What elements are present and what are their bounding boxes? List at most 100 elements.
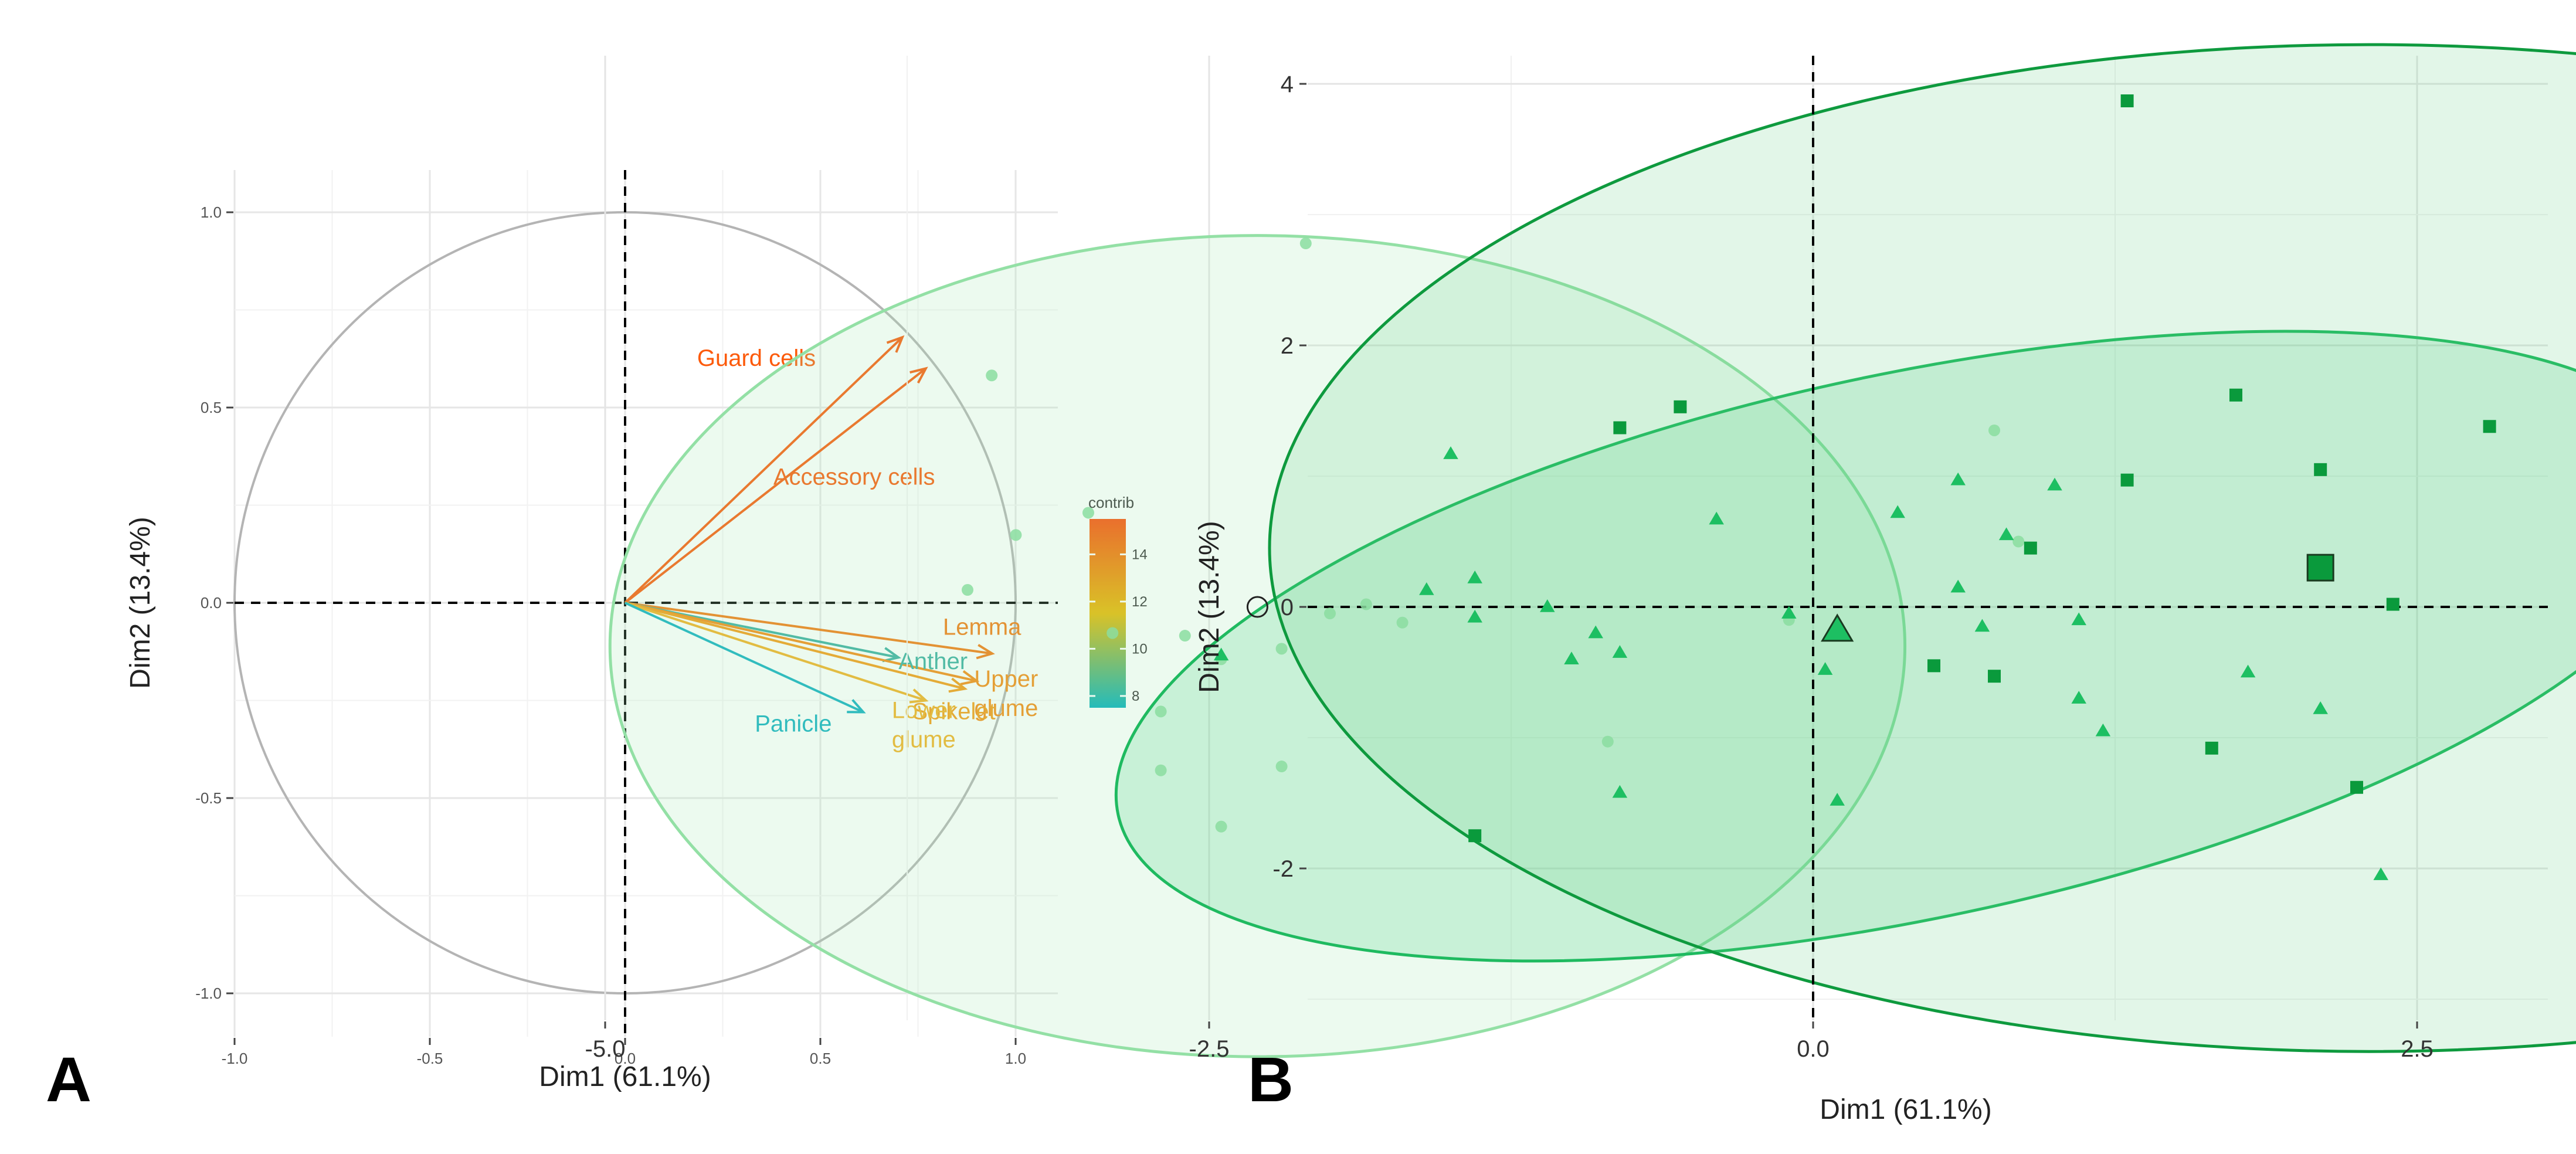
- legend-tick-label: 8: [1132, 688, 1139, 704]
- point-group-circle: [1155, 705, 1167, 718]
- point-group-square: [2350, 780, 2363, 794]
- panel-b-gridlines: [604, 56, 2548, 1020]
- panel-a-x-tick-label: 0.0: [615, 1050, 636, 1067]
- point-group-triangle: [2071, 612, 2086, 626]
- point-group-square: [2483, 420, 2496, 433]
- point-group-square: [1674, 400, 1687, 413]
- vector-label-panicle: Panicle: [755, 711, 831, 736]
- vector-label-lemma: Lemma: [943, 615, 1021, 640]
- point-group-square: [2314, 463, 2327, 476]
- vector-label-line: glume: [892, 727, 956, 753]
- panel-a-x-tick-label: -1.0: [222, 1050, 248, 1067]
- point-group-circle: [1988, 424, 2000, 436]
- panel-b-x-axis-label: Dim1 (61.1%): [1820, 1094, 1991, 1125]
- centroid-group-square: [2306, 554, 2334, 582]
- point-group-triangle: [2047, 477, 2062, 491]
- point-group-triangle: [1709, 511, 1724, 525]
- point-group-circle: [1275, 643, 1288, 655]
- panel-a-y-tick-label: 0.0: [201, 594, 222, 612]
- point-group-square: [1613, 421, 1627, 435]
- point-group-circle: [2012, 535, 2025, 548]
- vector-upper-glume: [625, 602, 980, 685]
- point-group-square: [1927, 659, 1940, 673]
- panel-a-y-axis-label: Dim2 (13.4%): [125, 517, 156, 688]
- panel-a-y-ticks: -1.0 -0.5 0.0 0.5 1.0: [195, 203, 233, 1002]
- legend-colorbar: [1090, 519, 1126, 708]
- panel-b-y-tick-label: 4: [1281, 72, 1294, 97]
- panel-a-y-tick-label: -1.0: [195, 985, 222, 1002]
- point-group-square: [2205, 741, 2218, 755]
- contrib-legend: contrib 8 10 12 14: [1088, 494, 1148, 708]
- vector-label-line: Upper: [974, 666, 1038, 692]
- point-group-circle: [1010, 529, 1022, 541]
- point-group-triangle: [1419, 582, 1434, 595]
- point-group-circle: [1155, 764, 1167, 776]
- panel-a-y-tick-label: -0.5: [195, 789, 222, 807]
- vector-label-accessory-cells: Accessory cells: [773, 464, 935, 490]
- legend-tick-label: 12: [1132, 594, 1148, 610]
- point-group-triangle: [1974, 619, 1990, 632]
- point-group-triangle: [1817, 662, 1833, 675]
- point-group-triangle: [1890, 505, 1905, 518]
- panel-b-x-tick-label: 2.5: [2401, 1036, 2434, 1062]
- vector-lemma: [625, 602, 995, 660]
- point-group-circle: [1082, 507, 1094, 519]
- point-group-triangle: [2095, 723, 2111, 736]
- point-group-triangle: [1950, 472, 1966, 486]
- point-group-circle: [1324, 607, 1336, 620]
- group-centroids: [1246, 554, 2334, 642]
- panel-b-y-axis-label: Dim2 (13.4%): [1194, 521, 1225, 693]
- point-group-triangle: [1830, 793, 1845, 806]
- panel-a-y-tick-label: 0.5: [201, 399, 222, 416]
- vector-label-line: Accessory cells: [773, 464, 935, 490]
- point-group-triangle: [2071, 691, 2086, 704]
- vector-guard-cells: [624, 335, 905, 604]
- panel-a-y-tick-label: 1.0: [201, 203, 222, 221]
- point-group-triangle: [2240, 664, 2256, 678]
- panel-b-x-tick-label: -5.0: [585, 1036, 626, 1062]
- confidence-ellipses: [608, 43, 2576, 1058]
- vector-accessory-cells: [624, 366, 928, 604]
- point-group-square: [2024, 541, 2037, 555]
- point-group-triangle: [1564, 651, 1579, 664]
- vector-label-line: Spikelet: [912, 699, 995, 725]
- vector-panicle: [625, 602, 866, 714]
- point-group-square: [2120, 473, 2134, 487]
- panel-b-y-tick-label: 2: [1281, 333, 1294, 359]
- point-group-triangle: [1588, 625, 1603, 639]
- panel-b-y-ticks: -2 0 2 4: [1272, 72, 1306, 882]
- panel-a-x-axis-label: Dim1 (61.1%): [539, 1061, 711, 1092]
- point-group-triangle: [1781, 606, 1797, 619]
- panel-b-x-ticks: -5.0-2.50.02.55.07.5: [585, 1021, 2434, 1062]
- panel-a-x-tick-label: 0.5: [810, 1050, 831, 1067]
- point-group-circle: [1107, 627, 1119, 639]
- point-group-circle: [962, 584, 973, 596]
- vector-label-lower-glume: Lower glume: [892, 698, 956, 753]
- centroid-group-circle: [1246, 596, 1268, 618]
- point-group-circle: [1299, 237, 1312, 250]
- point-group-triangle: [1612, 785, 1628, 798]
- point-group-triangle: [1950, 579, 1966, 593]
- point-group-triangle: [2373, 867, 2388, 880]
- vector-label-line: Anther: [898, 649, 968, 674]
- point-group-square: [1468, 829, 1482, 843]
- point-group-triangle: [1443, 446, 1458, 459]
- panel-b-x-tick-label: -2.5: [1189, 1036, 1230, 1062]
- panel-a-x-tick-label: -0.5: [417, 1050, 443, 1067]
- ellipse-group-square: [1268, 43, 2576, 1053]
- vector-label-spikelet: Spikelet: [912, 699, 995, 725]
- legend-tick-label: 10: [1132, 641, 1148, 657]
- vector-label-line: Lower: [892, 698, 956, 724]
- ellipse-group-triangle: [1114, 330, 2576, 963]
- point-group-circle: [1275, 761, 1288, 773]
- legend-tick-label: 14: [1132, 547, 1148, 562]
- vector-spikelet: [625, 602, 968, 693]
- individual-points: [962, 94, 2496, 880]
- point-group-circle: [1179, 630, 1191, 642]
- panel-b-x-tick-label: 0.0: [1797, 1036, 1830, 1062]
- point-group-circle: [1396, 616, 1409, 629]
- point-group-circle: [986, 369, 998, 382]
- point-group-triangle: [2313, 701, 2328, 714]
